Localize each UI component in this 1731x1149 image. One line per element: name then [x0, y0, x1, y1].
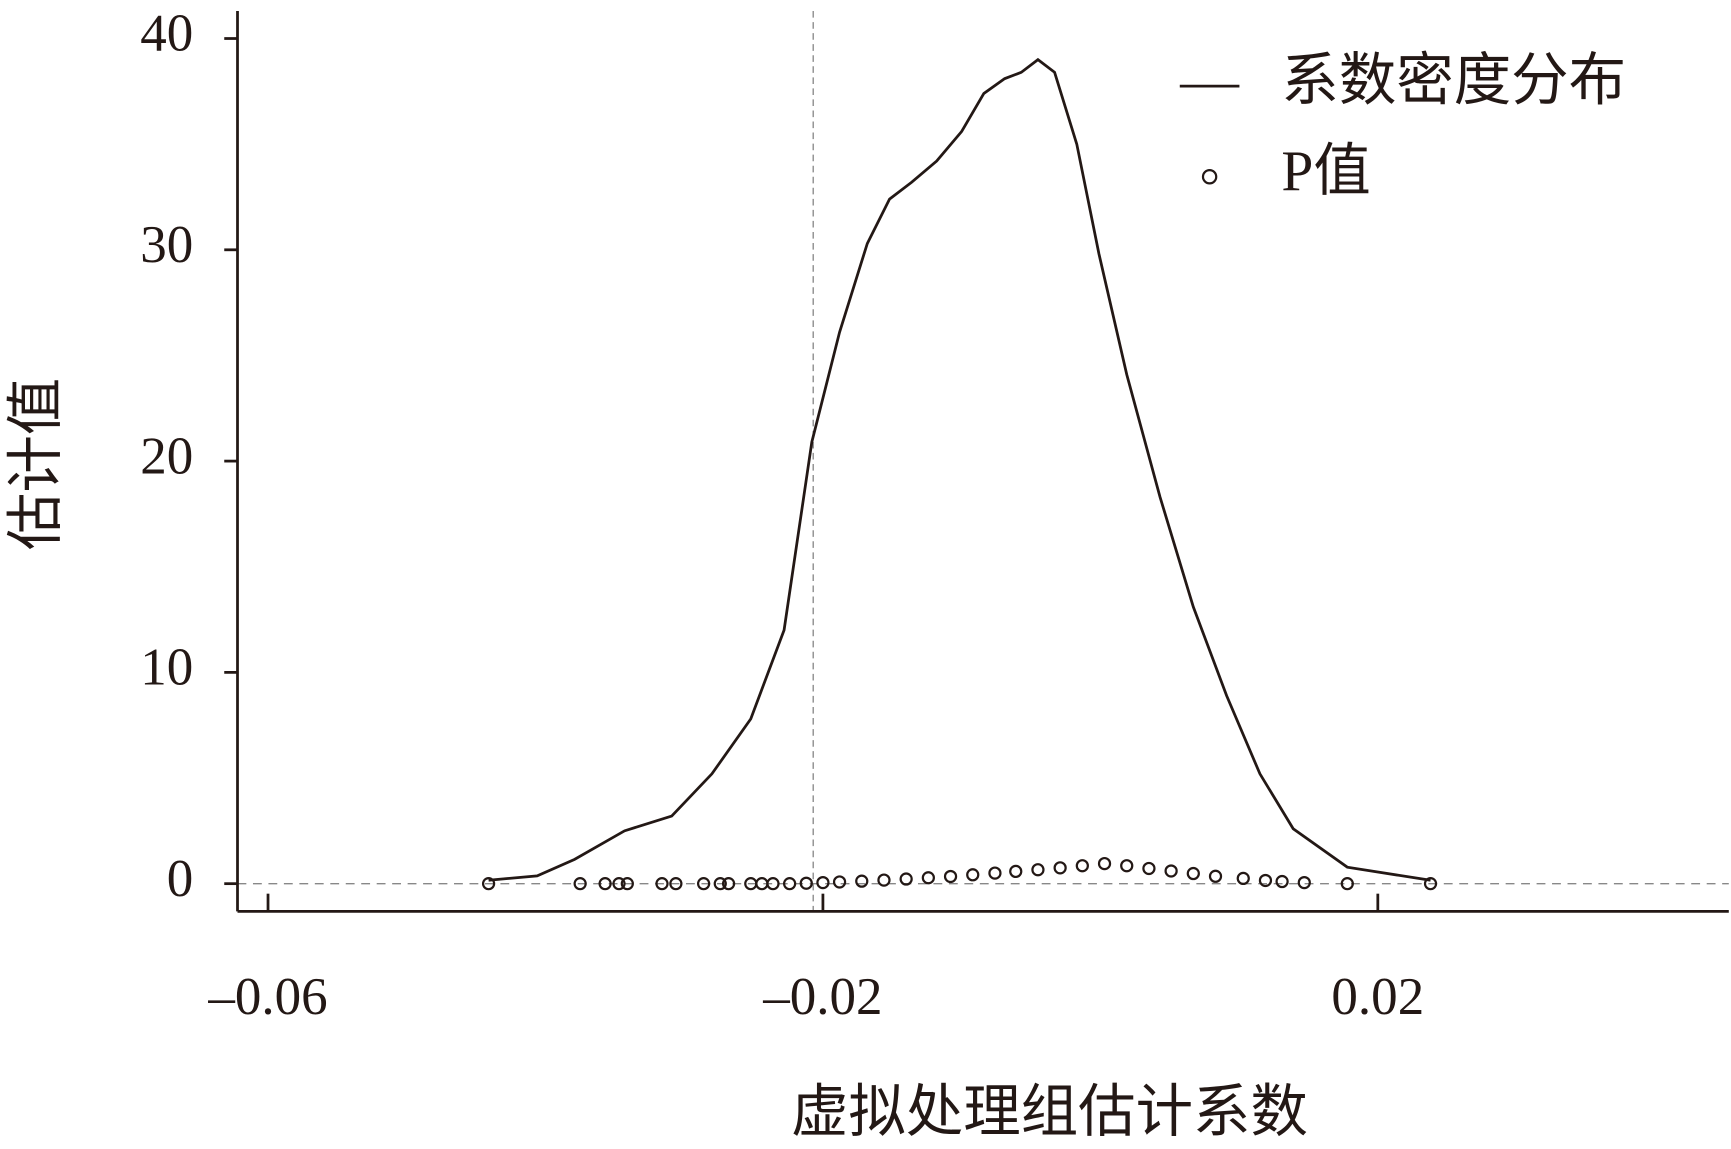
x-tick-label: –0.02: [762, 968, 882, 1026]
p-value-point: [799, 876, 813, 890]
p-value-point: [1142, 861, 1156, 876]
p-value-point: [1297, 875, 1311, 890]
p-value-point: [713, 877, 727, 891]
p-value-point: [1423, 877, 1438, 891]
p-value-point: [988, 866, 1002, 880]
p-value-point: [481, 877, 496, 891]
p-value-point: [782, 877, 797, 891]
p-value-point: [855, 874, 869, 888]
p-value-point: [899, 872, 913, 886]
p-value-point: [921, 871, 935, 885]
legend-marker: [1201, 169, 1218, 185]
density-line: [488, 57, 1431, 882]
p-value-point: [1009, 864, 1023, 879]
y-tick-label: 30: [140, 216, 193, 274]
p-value-point: [1164, 864, 1178, 878]
p-value-point: [1208, 869, 1223, 883]
y-axis-label: 估计值: [5, 378, 68, 550]
p-value-point: [612, 877, 626, 891]
p-value-point: [1120, 859, 1134, 873]
p-value-point: [573, 877, 587, 891]
y-tick-label: 10: [140, 639, 193, 697]
p-value-point: [877, 873, 891, 887]
y-tick-label: 40: [140, 5, 193, 63]
p-value-point: [1097, 856, 1112, 871]
y-tick-label: 20: [140, 427, 193, 485]
legend-label: P值: [1281, 140, 1370, 203]
p-value-point: [669, 877, 683, 891]
p-value-point: [1075, 859, 1089, 873]
plot-area: 虚拟处理组估计系数 估计值 0 10 20 30 40 –0.06 –0.02 0.02 系数密…: [5, 5, 1729, 1144]
p-value-point: [816, 875, 830, 890]
p-value-point: [966, 868, 980, 882]
p-value-point: [1031, 863, 1045, 877]
p-value-point: [766, 877, 780, 891]
p-value-point: [620, 877, 634, 891]
p-value-point: [696, 877, 711, 891]
p-value-point: [832, 875, 847, 889]
p-value-point: [1053, 861, 1067, 875]
y-tick-label: 0: [167, 850, 194, 908]
p-value-point: [721, 877, 736, 891]
p-value-point: [598, 877, 612, 891]
x-tick-label: 0.02: [1331, 968, 1424, 1026]
p-value-point: [1258, 873, 1273, 888]
p-value-point: [1275, 874, 1289, 889]
x-tick-label: –0.06: [207, 968, 327, 1026]
p-value-point: [655, 877, 669, 891]
legend-label: 系数密度分布: [1281, 49, 1626, 112]
p-value-point: [943, 869, 958, 884]
p-value-point: [1186, 866, 1200, 881]
p-value-point: [1236, 871, 1250, 886]
x-axis-label: 虚拟处理组估计系数: [791, 1081, 1308, 1144]
p-value-point: [1340, 877, 1354, 891]
